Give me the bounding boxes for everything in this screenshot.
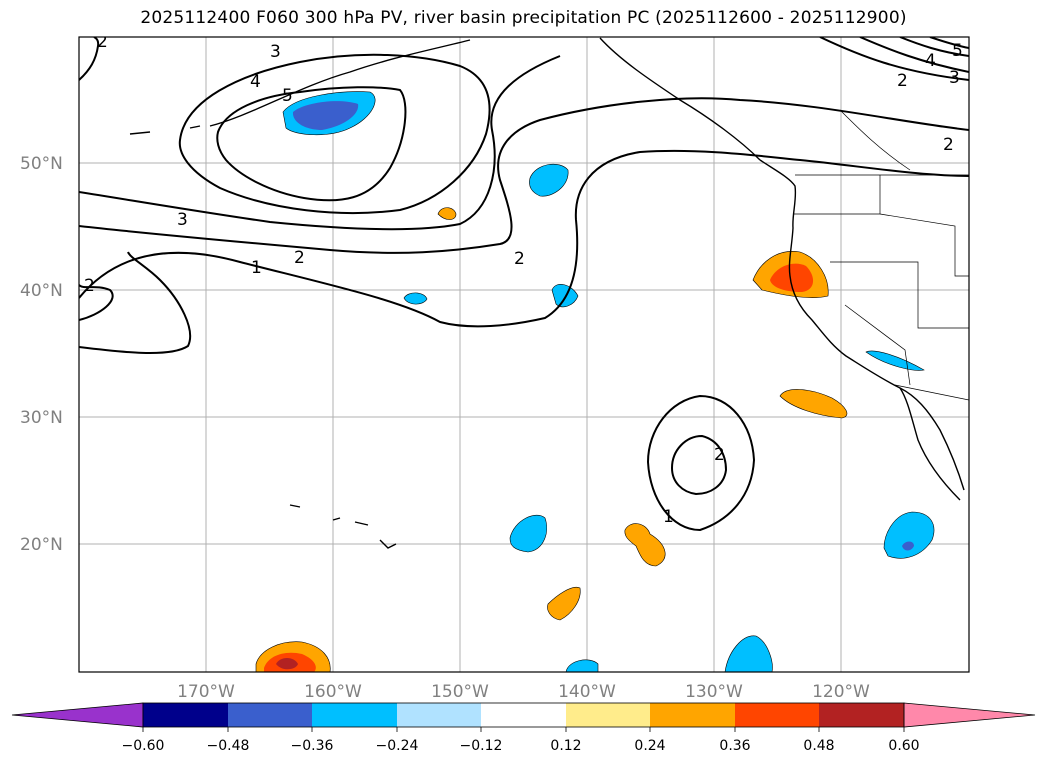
- lat-labels: 50°N 40°N 30°N 20°N: [20, 154, 63, 555]
- precip-blob-bottom-left-dark: [276, 658, 298, 670]
- pv-contour-1-subtropical: [646, 394, 756, 532]
- lon-label-120w: 120°W: [812, 682, 870, 702]
- contour-label-2-subtropical: 2: [714, 445, 725, 465]
- pv-contour-2-upper-left: [79, 37, 100, 81]
- colorbar: −0.60 −0.48 −0.36 −0.24 −0.12 0.12 0.24 …: [11, 702, 1036, 754]
- pv-contour-top-right-2: [819, 37, 969, 81]
- lat-label-40: 40°N: [20, 281, 63, 301]
- contour-label-5-topright: 5: [952, 41, 963, 61]
- map-title: 2025112400 F060 300 hPa PV, river basin …: [140, 8, 907, 28]
- coastlines: [129, 37, 965, 549]
- contour-label-2-far-west: 2: [84, 276, 95, 296]
- lat-label-50: 50°N: [20, 154, 63, 174]
- contour-label-3-topright: 3: [949, 68, 960, 88]
- colorbar-tick-label: 0.48: [803, 738, 834, 754]
- lon-label-130w: 130°W: [685, 682, 743, 702]
- lon-label-170w: 170°W: [177, 682, 235, 702]
- precip-blob-mexico-core: [902, 541, 914, 551]
- colorbar-seg-3: [312, 703, 397, 727]
- alaska-panhandle: [599, 37, 761, 161]
- north-america-westcoast: [759, 159, 965, 491]
- precip-blob-subtropical-orange: [624, 523, 666, 567]
- contour-label-5: 5: [282, 86, 293, 106]
- contour-label-2-west: 2: [294, 248, 305, 268]
- pv-contour-5: [216, 86, 407, 202]
- borders: [793, 109, 969, 401]
- contour-label-4-topright: 4: [925, 51, 936, 71]
- contour-labels: 2 3 4 5 1 2 3 2 2 2 4 3 5 2 2 1: [84, 32, 963, 527]
- precip-blob-west-pacific-blue: [509, 514, 548, 553]
- lon-label-150w: 150°W: [431, 682, 489, 702]
- colorbar-seg-8: [735, 703, 819, 727]
- colorbar-tick-label: −0.60: [122, 738, 165, 754]
- contour-label-2-east: 2: [943, 135, 954, 155]
- colorbar-extend-low: [11, 702, 144, 728]
- pv-contour-1-west-lower: [79, 251, 191, 354]
- pv-contour-top-right-5: [929, 37, 969, 49]
- colorbar-extend-high: [903, 702, 1036, 728]
- contour-label-ul-2: 2: [97, 32, 108, 52]
- colorbar-tick-label: 0.36: [719, 738, 750, 754]
- contour-label-2-topright: 2: [897, 71, 908, 91]
- pv-contours: [79, 37, 969, 532]
- precip-blob-bottom-blue-b: [724, 635, 773, 672]
- lon-labels: 170°W 160°W 150°W 140°W 130°W 120°W: [177, 682, 870, 702]
- colorbar-tick-label: −0.36: [291, 738, 334, 754]
- precip-blob-midpacific-north: [529, 163, 569, 197]
- precip-blob-mexico-blue: [883, 511, 935, 559]
- aleutian-dots: [129, 125, 201, 135]
- colorbar-tick-label: −0.24: [376, 738, 419, 754]
- pv-contour-top-right-3: [859, 37, 969, 73]
- pv-contour-2-subtropical: [670, 434, 728, 496]
- precip-blob-south-orange: [547, 586, 581, 621]
- contour-label-3-top: 3: [270, 42, 281, 62]
- pv-contour-top-right-4: [899, 37, 969, 57]
- contour-label-4: 4: [250, 72, 261, 92]
- pv-contour-4: [178, 53, 491, 214]
- precip-blob-small-orange: [437, 207, 457, 220]
- hawaii-islands: [289, 504, 397, 549]
- colorbar-seg-9: [819, 703, 904, 727]
- precip-blob-baja-offshore: [779, 389, 848, 419]
- lat-label-20: 20°N: [20, 535, 63, 555]
- colorbar-tick-label: −0.48: [207, 738, 250, 754]
- colorbar-seg-4: [397, 703, 481, 727]
- colorbar-tick-label: 0.12: [550, 738, 581, 754]
- contour-label-1-west: 1: [251, 258, 262, 278]
- pv-contour-1-north: [79, 149, 969, 328]
- colorbar-tick-label: 0.24: [634, 738, 665, 754]
- pv-contour-3: [79, 55, 561, 231]
- contour-label-3-west: 3: [177, 210, 188, 230]
- baja-coast: [899, 387, 961, 501]
- map-frame: [78, 36, 970, 673]
- colorbar-seg-6: [566, 703, 650, 727]
- colorbar-tick-label: −0.12: [460, 738, 503, 754]
- map-background: [79, 37, 969, 672]
- contour-label-1-subtropical: 1: [663, 507, 674, 527]
- precip-blob-small-blue: [403, 292, 428, 305]
- precip-blob-northern-california-core: [770, 263, 814, 292]
- precip-blob-bottom-blue-a: [565, 659, 599, 672]
- colorbar-seg-2: [228, 703, 312, 727]
- lon-label-140w: 140°W: [558, 682, 616, 702]
- precip-blob-gulf-of-alaska-core: [292, 101, 359, 130]
- pv-contour-1-west-loop: [79, 284, 114, 321]
- lon-label-160w: 160°W: [304, 682, 362, 702]
- precip-shading: [255, 91, 935, 672]
- pv-contour-2: [79, 97, 969, 254]
- colorbar-seg-5: [481, 703, 566, 727]
- alaska-southcoast: [209, 39, 471, 127]
- lat-label-30: 30°N: [20, 408, 63, 428]
- colorbar-tick-label: 0.60: [888, 738, 919, 754]
- colorbar-seg-1: [143, 703, 228, 727]
- contour-label-2-center: 2: [514, 249, 525, 269]
- colorbar-seg-7: [650, 703, 735, 727]
- precip-blob-southern-california-blue: [865, 350, 925, 371]
